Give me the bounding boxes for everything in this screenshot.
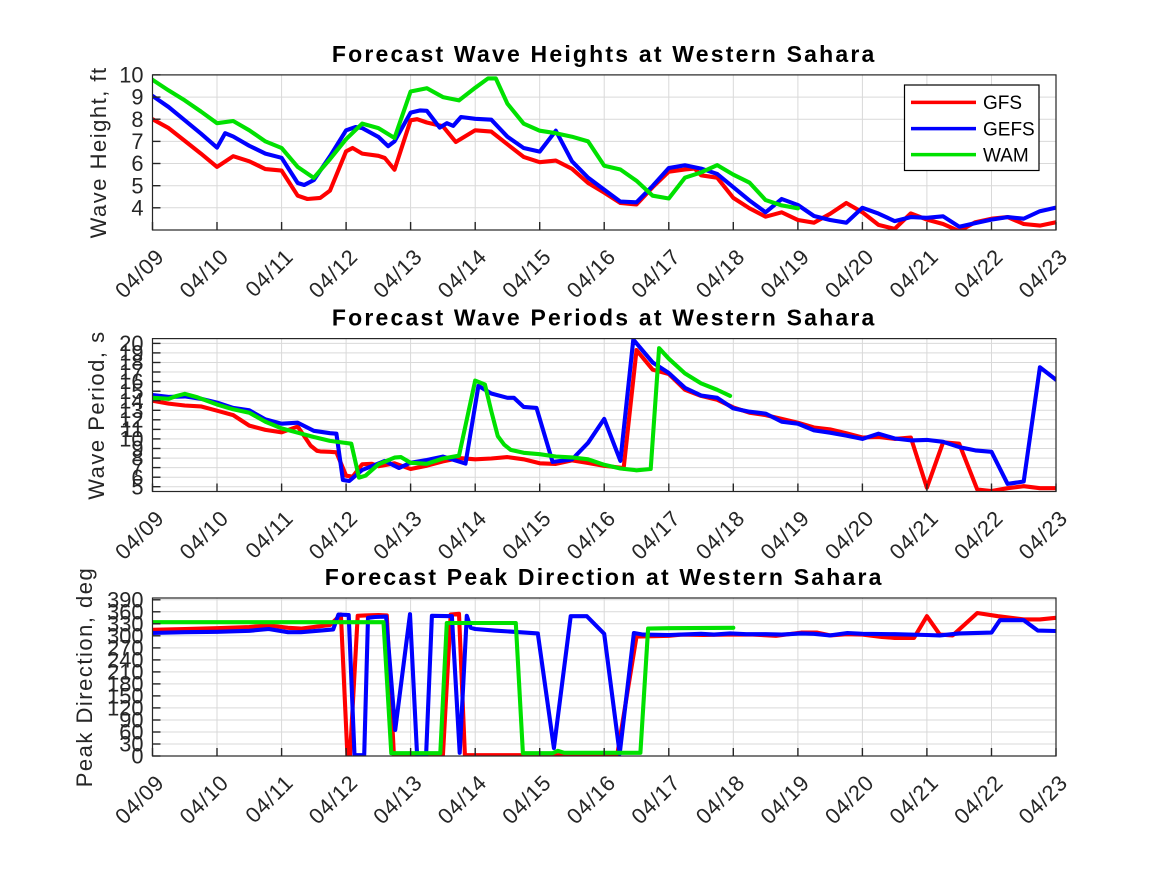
svg-text:Forecast Peak Direction at Wes: Forecast Peak Direction at Western Sahar… <box>325 564 884 590</box>
svg-text:60: 60 <box>119 720 143 745</box>
svg-text:390: 390 <box>107 587 143 612</box>
svg-text:8: 8 <box>131 446 143 471</box>
svg-text:WAM: WAM <box>983 145 1029 166</box>
svg-text:14: 14 <box>119 388 143 413</box>
svg-text:9: 9 <box>131 436 143 461</box>
svg-text:18: 18 <box>119 350 143 375</box>
svg-text:Wave Period, s: Wave Period, s <box>84 330 109 499</box>
svg-text:10: 10 <box>119 427 143 452</box>
svg-text:6: 6 <box>131 465 143 490</box>
svg-text:11: 11 <box>121 417 144 442</box>
svg-text:20: 20 <box>119 331 143 356</box>
svg-text:12: 12 <box>119 407 143 432</box>
svg-text:Wave Height, ft: Wave Height, ft <box>86 66 111 238</box>
svg-text:330: 330 <box>107 611 143 636</box>
svg-text:360: 360 <box>107 599 143 624</box>
svg-text:17: 17 <box>119 360 143 385</box>
svg-text:0: 0 <box>131 744 143 769</box>
svg-text:15: 15 <box>119 379 143 404</box>
svg-text:19: 19 <box>119 341 143 366</box>
svg-text:16: 16 <box>119 369 143 394</box>
svg-text:180: 180 <box>107 672 143 697</box>
svg-text:8: 8 <box>131 107 143 132</box>
svg-text:240: 240 <box>107 648 143 673</box>
svg-text:Forecast Wave Periods at Weste: Forecast Wave Periods at Western Sahara <box>332 305 877 331</box>
svg-text:6: 6 <box>131 151 143 176</box>
svg-text:4: 4 <box>131 195 143 220</box>
svg-text:90: 90 <box>119 708 143 733</box>
svg-text:150: 150 <box>107 684 143 709</box>
svg-text:9: 9 <box>131 85 143 110</box>
svg-text:30: 30 <box>119 732 143 757</box>
svg-text:Peak Direction, deg: Peak Direction, deg <box>72 567 97 788</box>
svg-text:210: 210 <box>107 660 143 685</box>
svg-text:GFS: GFS <box>983 93 1022 114</box>
svg-text:10: 10 <box>119 63 143 88</box>
svg-text:GEFS: GEFS <box>983 119 1035 140</box>
svg-text:120: 120 <box>107 696 143 721</box>
svg-text:270: 270 <box>107 636 143 661</box>
svg-text:5: 5 <box>131 474 143 499</box>
svg-text:5: 5 <box>131 173 143 198</box>
svg-text:7: 7 <box>131 129 143 154</box>
svg-text:300: 300 <box>107 623 143 648</box>
svg-text:Forecast Wave Heights at Weste: Forecast Wave Heights at Western Sahara <box>332 41 877 67</box>
svg-text:13: 13 <box>119 398 143 423</box>
svg-text:7: 7 <box>131 455 143 480</box>
